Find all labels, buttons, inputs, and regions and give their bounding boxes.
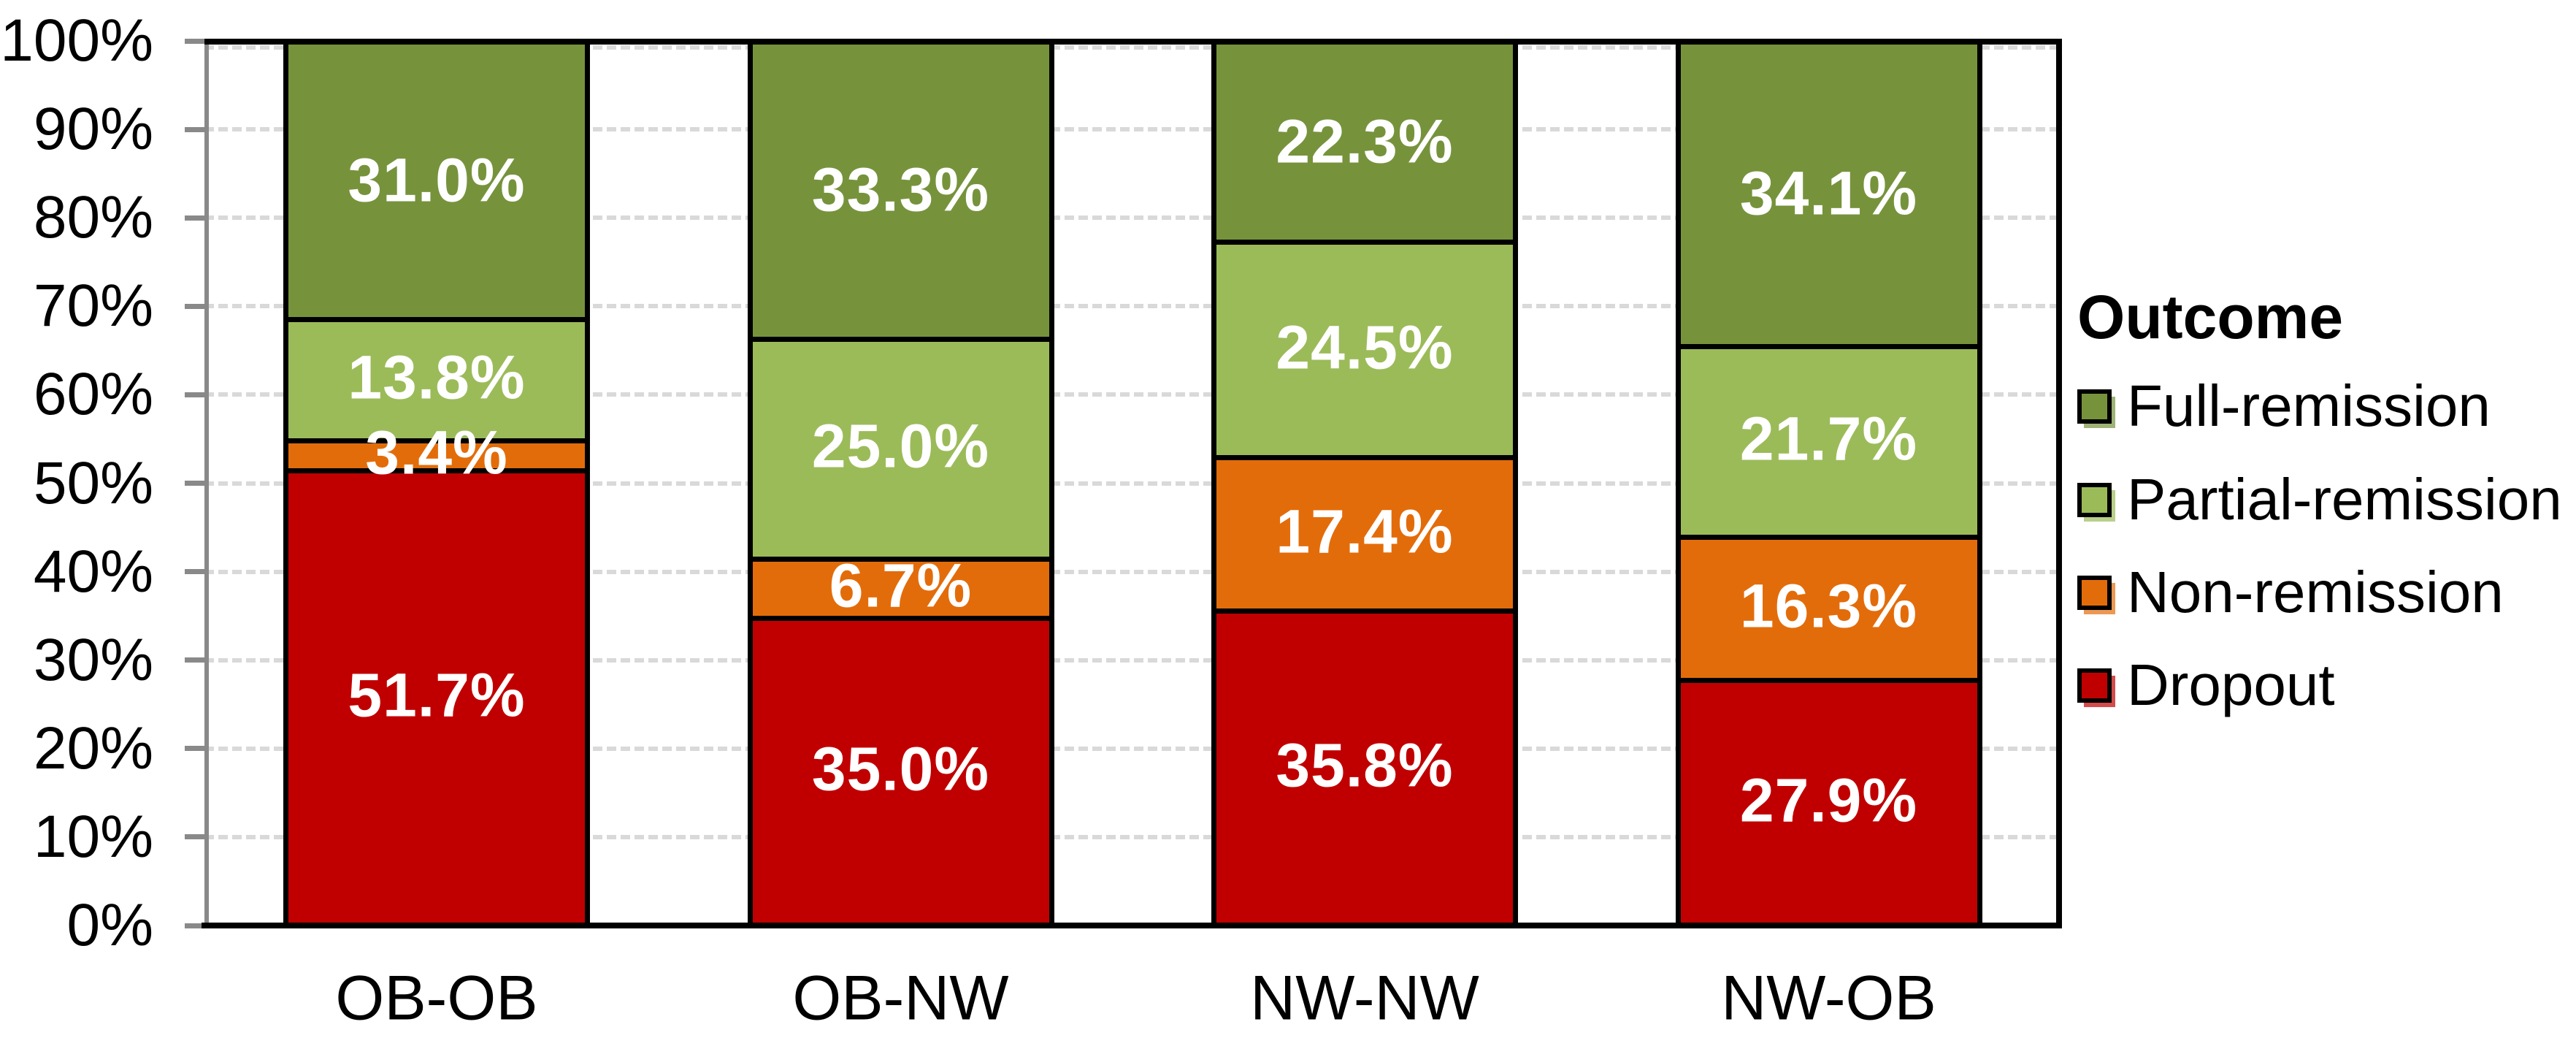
- data-label: 17.4%: [1276, 497, 1454, 566]
- gridline: [204, 481, 2062, 486]
- y-axis-label: 20%: [33, 714, 153, 782]
- bar-ob-nw: [747, 39, 1054, 928]
- x-axis-label: NW-OB: [1721, 963, 1936, 1034]
- x-axis-label: OB-NW: [792, 963, 1009, 1034]
- gridline: [204, 746, 2062, 751]
- y-axis-tick: [185, 215, 207, 221]
- legend-item-label: Full-remission: [2127, 373, 2491, 438]
- x-axis-label: OB-OB: [335, 963, 538, 1034]
- data-label: 34.1%: [1739, 159, 1918, 228]
- y-axis-label: 10%: [33, 803, 153, 870]
- y-axis-label: 0%: [66, 892, 153, 958]
- y-axis-tick: [185, 126, 207, 132]
- y-axis-tick: [185, 392, 207, 397]
- segment-dropout: [288, 468, 585, 923]
- y-axis-tick: [185, 923, 207, 928]
- legend-item-label: Partial-remission: [2127, 467, 2562, 532]
- y-axis-label: 70%: [33, 272, 153, 340]
- y-axis-tick: [185, 569, 207, 575]
- y-axis-label: 80%: [33, 184, 153, 251]
- data-label: 21.7%: [1739, 404, 1918, 473]
- data-label: 51.7%: [348, 660, 526, 730]
- data-label: 35.0%: [811, 734, 990, 804]
- legend-item-label: Dropout: [2127, 652, 2335, 717]
- legend-swatch-icon: [2077, 668, 2112, 703]
- data-label: 27.9%: [1739, 766, 1918, 835]
- gridline: [204, 569, 2062, 574]
- segment-non-remission: [1680, 534, 1977, 679]
- x-axis-line: [202, 923, 2062, 928]
- legend-swatch-icon: [2077, 482, 2112, 517]
- data-label: 25.0%: [811, 411, 990, 481]
- segment-partial-remission: [1680, 343, 1977, 535]
- segment-dropout: [752, 615, 1049, 923]
- y-axis-tick: [185, 303, 207, 309]
- segment-non-remission: [752, 556, 1049, 616]
- legend-item-full-remission: Full-remission: [2077, 370, 2576, 443]
- y-axis-tick: [185, 38, 207, 44]
- plot-border-right: [2056, 39, 2062, 928]
- y-axis-label: 60%: [33, 361, 153, 428]
- segment-dropout: [1680, 678, 1977, 923]
- data-label: 6.7%: [829, 551, 973, 620]
- segment-partial-remission: [288, 316, 585, 438]
- segment-non-remission: [1216, 455, 1513, 608]
- data-label: 35.8%: [1276, 730, 1454, 800]
- gridline: [204, 657, 2062, 663]
- segment-partial-remission: [752, 336, 1049, 557]
- bar-nw-nw: [1211, 39, 1518, 928]
- y-axis-label: 40%: [33, 538, 153, 605]
- legend-title: Outcome: [2077, 283, 2344, 351]
- y-axis-label: 100%: [0, 7, 153, 74]
- legend-item-non-remission: Non-remission: [2077, 556, 2576, 629]
- segment-partial-remission: [1216, 240, 1513, 456]
- segment-full-remission: [1216, 44, 1513, 240]
- segment-non-remission: [288, 438, 585, 468]
- gridline: [204, 392, 2062, 397]
- data-label: 31.0%: [348, 145, 526, 215]
- legend-item-label: Non-remission: [2127, 560, 2504, 625]
- gridline: [204, 215, 2062, 221]
- gridline: [204, 304, 2062, 309]
- gridline: [204, 45, 2062, 50]
- legend-swatch-icon: [2077, 575, 2112, 610]
- gridline: [204, 834, 2062, 839]
- y-axis-tick: [185, 834, 207, 840]
- y-axis-label: 30%: [33, 626, 153, 693]
- data-label: 33.3%: [811, 155, 990, 224]
- y-axis-label: 50%: [33, 449, 153, 516]
- data-label: 13.8%: [348, 343, 526, 412]
- data-label: 3.4%: [365, 418, 508, 487]
- data-label: 22.3%: [1276, 107, 1454, 176]
- y-axis-tick: [185, 657, 207, 663]
- legend-item-dropout: Dropout: [2077, 649, 2576, 722]
- segment-full-remission: [288, 44, 585, 317]
- legend-item-partial-remission: Partial-remission: [2077, 463, 2576, 536]
- legend-swatch-icon: [2077, 389, 2112, 424]
- data-label: 24.5%: [1276, 313, 1454, 382]
- segment-dropout: [1216, 608, 1513, 923]
- gridline: [204, 127, 2062, 132]
- data-label: 16.3%: [1739, 571, 1918, 641]
- segment-full-remission: [752, 44, 1049, 337]
- legend: Outcome Full-remission Partial-remission N…: [2077, 285, 2576, 796]
- bar-ob-ob: [283, 39, 590, 928]
- y-axis-label: 90%: [33, 96, 153, 163]
- x-axis-label: NW-NW: [1250, 963, 1479, 1034]
- plot-border-top: [204, 39, 2062, 45]
- y-axis-tick: [185, 481, 207, 486]
- y-axis-tick: [185, 746, 207, 752]
- y-axis-line: [204, 39, 209, 928]
- segment-full-remission: [1680, 44, 1977, 344]
